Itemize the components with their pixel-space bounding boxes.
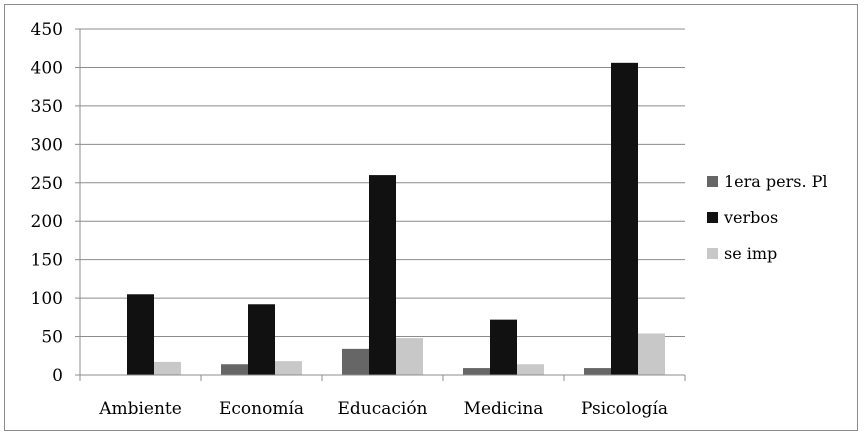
bar-se-imp-4 xyxy=(638,333,665,375)
legend: 1era pers. Pl verbos se imp xyxy=(707,172,828,263)
x-category-label: Ambiente xyxy=(98,399,182,419)
x-axis: Ambiente Economía Educación Medicina Psicolo… xyxy=(79,374,686,419)
bar-1era-pers-pl-4 xyxy=(584,368,611,375)
y-tick-label: 150 xyxy=(31,251,63,271)
y-tick-label: 0 xyxy=(52,366,63,386)
y-tick-label: 400 xyxy=(31,58,63,78)
y-tick-label: 300 xyxy=(31,135,63,155)
bar-se-imp-0 xyxy=(154,361,181,375)
x-category-label: Economía xyxy=(219,399,304,419)
bar-1era-pers-pl-3 xyxy=(463,368,490,375)
x-category-label: Medicina xyxy=(464,399,544,419)
y-axis: 0 50 100 150 200 250 300 350 400 450 xyxy=(31,20,81,386)
legend-swatch xyxy=(707,212,718,223)
y-tick-label: 350 xyxy=(31,97,63,117)
legend-label: se imp xyxy=(724,244,777,263)
gridlines xyxy=(80,28,685,338)
bar-verbos-0 xyxy=(127,294,154,375)
y-tick-label: 100 xyxy=(31,289,63,309)
y-tick-label: 200 xyxy=(31,212,63,232)
x-category-label: Educación xyxy=(337,399,427,419)
bar-verbos-4 xyxy=(611,62,638,375)
bars xyxy=(127,62,665,375)
legend-label: verbos xyxy=(723,208,778,227)
bar-se-imp-3 xyxy=(517,364,544,375)
bar-1era-pers-pl-2 xyxy=(342,348,369,375)
y-tick-label: 450 xyxy=(31,20,63,40)
bar-1era-pers-pl-1 xyxy=(221,364,248,375)
bar-verbos-2 xyxy=(369,175,396,375)
y-tick-label: 50 xyxy=(41,328,63,348)
legend-swatch xyxy=(707,248,718,259)
x-category-label: Psicología xyxy=(581,399,668,419)
legend-label: 1era pers. Pl xyxy=(724,172,828,191)
legend-swatch xyxy=(707,176,718,187)
bar-se-imp-2 xyxy=(396,338,423,375)
bar-se-imp-1 xyxy=(275,361,302,375)
bar-verbos-3 xyxy=(490,319,517,375)
bar-verbos-1 xyxy=(248,304,275,375)
y-tick-label: 250 xyxy=(31,174,63,194)
